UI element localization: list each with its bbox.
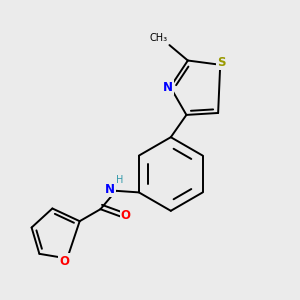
Text: N: N (163, 80, 173, 94)
Text: O: O (121, 209, 131, 222)
Text: S: S (218, 56, 226, 69)
Text: N: N (105, 183, 115, 196)
Text: O: O (59, 254, 69, 268)
Text: H: H (116, 175, 124, 185)
Text: CH₃: CH₃ (150, 34, 168, 44)
